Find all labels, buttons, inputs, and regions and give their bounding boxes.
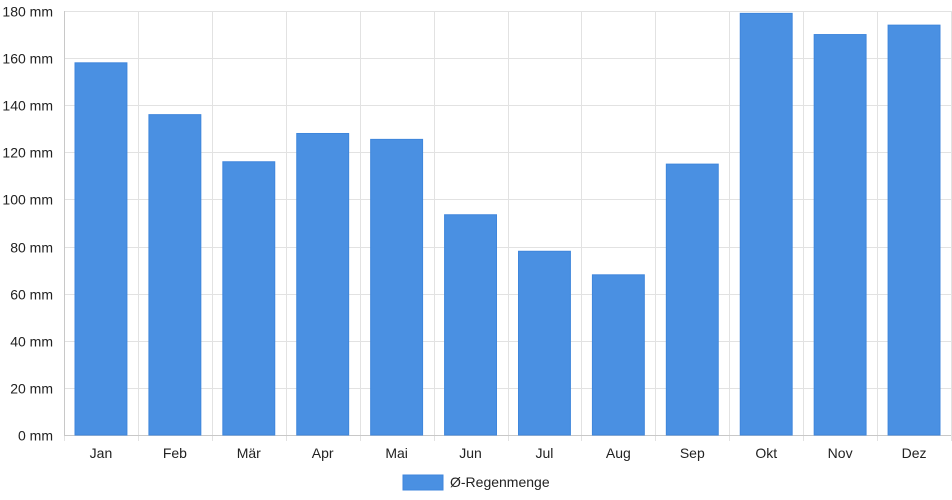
x-tick-label: Nov	[828, 445, 853, 461]
y-tick-label: 140 mm	[2, 98, 53, 114]
bar-jul[interactable]	[518, 250, 571, 436]
y-tick-label: 80 mm	[10, 240, 53, 256]
bar-aug[interactable]	[591, 274, 645, 436]
x-tick-label: Dez	[902, 445, 927, 461]
bar-dez[interactable]	[887, 24, 941, 436]
y-tick-label: 20 mm	[10, 381, 53, 397]
x-tick-label: Mai	[385, 445, 408, 461]
y-tick-label: 120 mm	[2, 145, 53, 161]
bars	[74, 12, 941, 436]
x-tick-label: Aug	[606, 445, 631, 461]
x-tick-label: Apr	[312, 445, 334, 461]
y-tick-label: 160 mm	[2, 51, 53, 67]
bar-okt[interactable]	[739, 12, 793, 436]
bar-apr[interactable]	[296, 132, 350, 436]
y-axis-ticks: 0 mm 20 mm 40 mm 60 mm 80 mm 100 mm 120 mm 140 …	[2, 4, 53, 444]
y-tick-label: 40 mm	[10, 334, 53, 350]
x-tick-label: Jul	[536, 445, 554, 461]
x-tick-label: Sep	[680, 445, 705, 461]
bar-nov[interactable]	[813, 34, 867, 436]
y-tick-label: 0 mm	[18, 428, 53, 444]
bar-jan[interactable]	[74, 62, 128, 436]
x-tick-label: Feb	[163, 445, 187, 461]
x-tick-label: Jun	[459, 445, 482, 461]
y-tick-label: 60 mm	[10, 287, 53, 303]
y-tick-label: 180 mm	[2, 4, 53, 20]
y-tick-label: 100 mm	[2, 192, 53, 208]
legend-swatch[interactable]	[402, 474, 444, 491]
legend[interactable]: Ø-Regenmenge	[402, 474, 550, 491]
bar-mai[interactable]	[370, 138, 424, 436]
legend-label[interactable]: Ø-Regenmenge	[450, 474, 550, 490]
bar-mär[interactable]	[222, 161, 276, 436]
x-tick-label: Okt	[755, 445, 777, 461]
bar-jun[interactable]	[444, 214, 498, 436]
x-axis-ticks: Jan Feb Mär Apr Mai Jun Jul Aug Sep Okt Nov Dez	[90, 445, 927, 461]
x-tick-label: Jan	[90, 445, 113, 461]
bar-sep[interactable]	[665, 163, 719, 436]
bar-feb[interactable]	[148, 114, 202, 436]
x-tick-label: Mär	[237, 445, 261, 461]
